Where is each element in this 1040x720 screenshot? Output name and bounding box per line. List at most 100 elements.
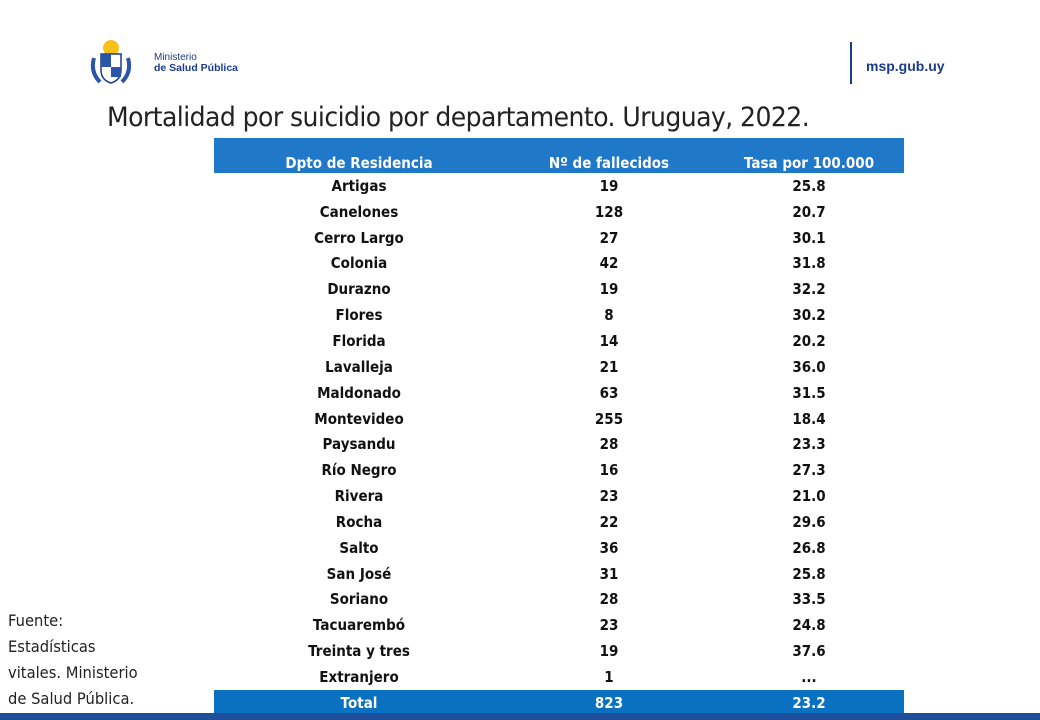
cell-rate: 30.1 (792, 228, 826, 247)
cell-department: Rivera (334, 487, 384, 506)
table-row: Paysandu 28 23.3 (214, 431, 904, 457)
footer-bar (0, 713, 1040, 720)
table-row: Durazno 19 32.2 (214, 276, 904, 302)
column-header: Tasa por 100.000 (743, 154, 875, 172)
cell-department: Río Negro (321, 461, 397, 480)
cell-rate: 29.6 (792, 512, 826, 531)
website-link[interactable]: msp.gub.uy (866, 58, 945, 74)
cell-rate: 18.4 (792, 409, 826, 428)
cell-department: Canelones (319, 202, 399, 221)
cell-deaths: 42 (599, 254, 619, 273)
table-row: Montevideo 255 18.4 (214, 406, 904, 432)
cell-rate: 21.0 (792, 487, 826, 506)
cell-rate: ... (801, 667, 817, 686)
ministry-logo: Ministerio de Salud Pública (88, 38, 258, 88)
table-row: Canelones 128 20.7 (214, 199, 904, 225)
cell-deaths: 63 (599, 383, 619, 402)
header-divider (850, 42, 852, 84)
cell-rate: 24.8 (792, 616, 826, 635)
table-row: Soriano 28 33.5 (214, 587, 904, 613)
source-line: de Salud Pública. (8, 689, 135, 708)
table-row: Lavalleja 21 36.0 (214, 354, 904, 380)
cell-deaths: 128 (594, 202, 624, 221)
cell-rate: 36.0 (792, 357, 826, 376)
page-title: Mortalidad por suicidio por departamento… (107, 102, 810, 133)
cell-department: Cerro Largo (314, 228, 404, 247)
column-header: Nº de fallecidos (548, 154, 670, 172)
cell-department: Soriano (329, 590, 389, 609)
cell-rate: 33.5 (792, 590, 826, 609)
logo-line2: de Salud Pública (154, 62, 239, 74)
cell-deaths: 19 (599, 642, 619, 661)
table-row: Río Negro 16 27.3 (214, 457, 904, 483)
cell-deaths: 21 (599, 357, 619, 376)
cell-deaths: 19 (599, 280, 619, 299)
cell-rate: 27.3 (792, 461, 826, 480)
cell-rate: 23.3 (792, 435, 826, 454)
source-line: Fuente: (8, 611, 64, 630)
total-rate: 23.2 (792, 694, 826, 713)
cell-rate: 31.5 (792, 383, 826, 402)
cell-deaths: 23 (599, 616, 619, 635)
mortality-table: Dpto de Residencia Nº de fallecidos Tasa… (214, 138, 904, 717)
table-total-row: Total 823 23.2 (214, 689, 904, 717)
cell-rate: 20.2 (792, 331, 826, 350)
cell-department: Flores (335, 306, 383, 325)
cell-deaths: 19 (599, 176, 619, 195)
cell-deaths: 1 (604, 667, 614, 686)
total-deaths: 823 (594, 694, 624, 713)
cell-department: Paysandu (322, 435, 396, 454)
source-line: Estadísticas (8, 637, 96, 656)
cell-rate: 25.8 (792, 176, 826, 195)
ministry-name: Ministerio de Salud Pública (154, 52, 238, 74)
cell-deaths: 8 (604, 306, 614, 325)
cell-deaths: 23 (599, 487, 619, 506)
column-header: Dpto de Residencia (285, 154, 433, 172)
table-row: Treinta y tres 19 37.6 (214, 638, 904, 664)
cell-rate: 32.2 (792, 280, 826, 299)
table-row: Extranjero 1... (214, 664, 904, 690)
cell-department: Montevideo (314, 409, 404, 428)
cell-department: San José (326, 564, 392, 583)
table-row: Maldonado 63 31.5 (214, 380, 904, 406)
cell-department: Rocha (335, 512, 383, 531)
cell-department: Treinta y tres (308, 642, 410, 661)
table-row: Salto 36 26.8 (214, 535, 904, 561)
cell-rate: 30.2 (792, 306, 826, 325)
table-header-row: Dpto de Residencia Nº de fallecidos Tasa… (214, 138, 904, 173)
cell-rate: 26.8 (792, 538, 826, 557)
table-row: Rivera 23 21.0 (214, 483, 904, 509)
table-row: Tacuarembó 23 24.8 (214, 612, 904, 638)
cell-department: Tacuarembó (312, 616, 406, 635)
cell-rate: 31.8 (792, 254, 826, 273)
cell-deaths: 22 (599, 512, 619, 531)
cell-department: Salto (339, 538, 379, 557)
cell-department: Maldonado (317, 383, 401, 402)
table-row: Rocha 22 29.6 (214, 509, 904, 535)
cell-department: Florida (332, 331, 386, 350)
source-note: Fuente: Estadísticas vitales. Ministerio… (8, 608, 138, 712)
cell-deaths: 36 (599, 538, 619, 557)
cell-department: Lavalleja (325, 357, 393, 376)
cell-deaths: 255 (594, 409, 624, 428)
cell-deaths: 31 (599, 564, 619, 583)
table-row: Artigas 19 25.8 (214, 173, 904, 199)
cell-department: Durazno (327, 280, 391, 299)
cell-rate: 20.7 (792, 202, 826, 221)
coat-of-arms-icon (90, 40, 132, 84)
source-line: vitales. Ministerio (8, 663, 138, 682)
cell-deaths: 14 (599, 331, 619, 350)
cell-rate: 37.6 (792, 642, 826, 661)
table-row: Flores 8 30.2 (214, 302, 904, 328)
table-row: Colonia 42 31.8 (214, 251, 904, 277)
cell-rate: 25.8 (792, 564, 826, 583)
total-label: Total (340, 694, 378, 713)
table-row: Cerro Largo 27 30.1 (214, 225, 904, 251)
cell-department: Artigas (331, 176, 387, 195)
cell-deaths: 16 (599, 461, 619, 480)
cell-deaths: 28 (599, 590, 619, 609)
cell-deaths: 27 (599, 228, 619, 247)
cell-department: Extranjero (319, 667, 399, 686)
logo-line1: Ministerio (154, 52, 197, 63)
table-row: Florida 14 20.2 (214, 328, 904, 354)
